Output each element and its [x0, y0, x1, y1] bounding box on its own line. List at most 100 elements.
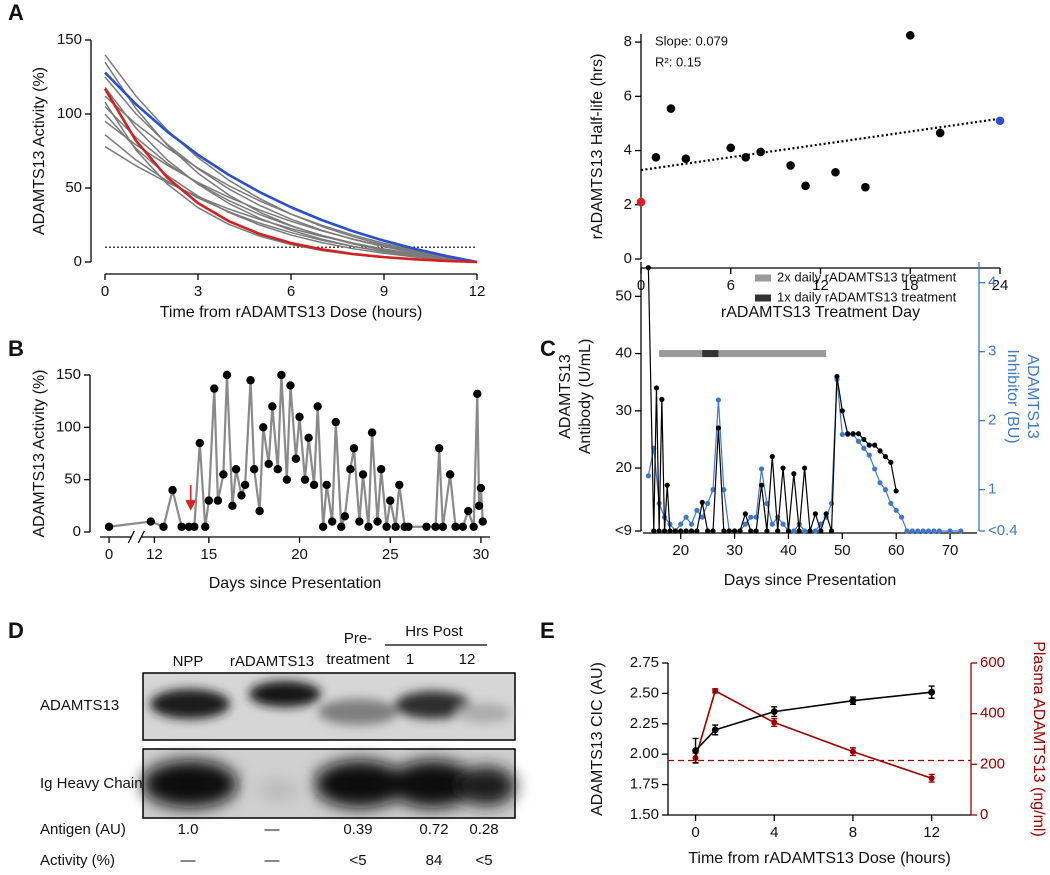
data-point	[726, 143, 736, 153]
y-tick-label: 150	[57, 31, 82, 48]
series-line	[694, 691, 932, 752]
x-tick-label: 12	[923, 824, 940, 841]
data-point	[177, 522, 186, 531]
x-tick-label: 40	[780, 542, 797, 559]
data-point	[807, 528, 813, 534]
x-tick-label: 20	[672, 542, 689, 559]
data-point	[664, 482, 670, 488]
data-point	[367, 428, 377, 437]
data-point	[201, 522, 210, 531]
y-tick-label: 30	[615, 402, 632, 419]
data-point	[195, 438, 204, 448]
data-point	[861, 445, 867, 451]
row-label: ADAMTS13	[40, 697, 119, 714]
axis-break-gap	[131, 534, 142, 540]
data-point	[404, 522, 413, 531]
data-point	[925, 528, 932, 534]
data-point	[888, 500, 894, 507]
data-point	[666, 104, 676, 113]
data-point	[756, 147, 765, 157]
y-axis-label: ADAMTS13 Activity (%)	[31, 369, 48, 537]
data-point	[721, 528, 727, 534]
x-tick-label: 50	[834, 542, 851, 559]
data-point	[872, 466, 878, 472]
column-header: NPP	[173, 653, 204, 670]
x-tick-label: 60	[888, 542, 905, 559]
data-point	[936, 528, 942, 534]
data-point	[355, 517, 364, 526]
data-point	[791, 471, 797, 477]
data-point	[741, 153, 751, 162]
data-point	[304, 433, 313, 442]
data-point	[850, 431, 856, 437]
data-point	[683, 528, 689, 534]
data-point	[780, 521, 786, 527]
data-point	[692, 747, 699, 754]
table-cell: —	[181, 852, 196, 869]
data-point	[667, 528, 673, 534]
y2-axis-label: ADAMTS13	[1024, 354, 1041, 439]
data-point	[327, 517, 337, 526]
x-tick-label: 3	[194, 283, 202, 300]
data-point	[653, 385, 660, 391]
data-point	[349, 444, 359, 453]
y-tick-label: 20	[615, 459, 632, 476]
data-point	[395, 480, 404, 490]
data-point	[318, 522, 328, 531]
data-point	[659, 396, 665, 402]
y-tick-label: 50	[65, 179, 82, 196]
series-line	[108, 373, 484, 528]
data-point	[904, 528, 910, 534]
y-tick-label: 50	[64, 471, 81, 488]
y-tick-label: 50	[615, 287, 632, 304]
data-point	[694, 528, 700, 534]
data-point	[438, 522, 448, 531]
data-point	[742, 511, 748, 517]
data-point	[146, 517, 155, 526]
fit-line	[640, 117, 1001, 172]
data-point	[451, 522, 460, 531]
y-tick-label: 1.50	[630, 806, 659, 823]
column-header: 12	[459, 651, 476, 668]
y-tick-label: 0	[74, 253, 82, 270]
data-point	[780, 465, 786, 471]
data-point	[678, 528, 684, 534]
blot-panel: NPP rADAMTS13 Pre- treatment Hrs Post 1 …	[40, 623, 516, 819]
data-point	[431, 522, 440, 531]
data-point	[694, 507, 700, 513]
panel-label: A	[8, 0, 24, 25]
data-point	[340, 512, 350, 521]
data-point	[758, 482, 765, 488]
y-tick-label: <9	[615, 522, 632, 539]
data-point	[711, 726, 719, 734]
x-tick-label: 30	[726, 542, 743, 559]
bands	[150, 681, 512, 725]
data-point	[364, 522, 373, 531]
y2-tick-label: 3	[988, 343, 996, 360]
x-tick-label: 0	[105, 546, 113, 563]
data-point	[645, 265, 651, 271]
data-point	[672, 528, 678, 534]
data-point	[168, 485, 177, 495]
data-point	[839, 431, 845, 438]
series-line	[104, 113, 478, 263]
data-point	[909, 528, 915, 534]
data-point	[391, 522, 400, 531]
data-point	[445, 470, 455, 479]
column-header: rADAMTS13	[230, 653, 314, 670]
x-tick-label: 6	[287, 283, 295, 300]
x-tick-label: 9	[380, 283, 388, 300]
legend-swatch	[755, 294, 771, 302]
data-point	[346, 465, 355, 474]
table-cell: —	[265, 821, 280, 838]
data-point	[812, 528, 818, 534]
data-point	[866, 452, 872, 458]
data-point	[818, 528, 824, 534]
x-tick-label: 0	[101, 283, 109, 300]
data-point	[721, 487, 727, 493]
series-line	[104, 134, 478, 263]
data-point	[915, 528, 921, 534]
y-tick-label: 150	[56, 366, 81, 383]
panel-label: E	[540, 618, 555, 643]
